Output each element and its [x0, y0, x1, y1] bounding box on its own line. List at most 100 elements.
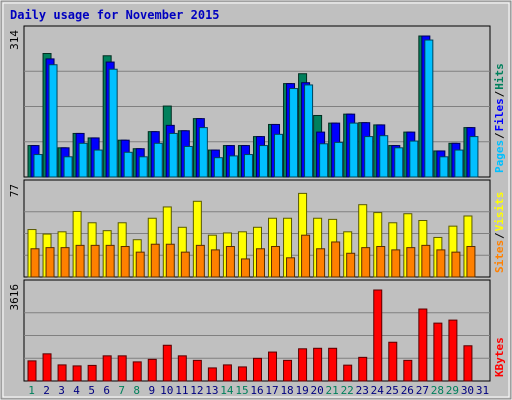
bar-pages-day-26 — [409, 140, 419, 178]
x-tick-label: 9 — [148, 384, 155, 397]
x-axis-labels: 1 2 3 4 5 6 7 8 9 10 11 12 13 14 15 16 17 18 19 20 21 22 23 24 2… — [28, 384, 489, 397]
legend-entry: Files — [493, 98, 506, 131]
legend-entry: / — [493, 132, 506, 139]
legend-entry: / — [493, 90, 506, 97]
x-tick-label: 29 — [446, 384, 459, 397]
bar-pages-day-14 — [228, 155, 238, 178]
bar-kbytes-day-4 — [72, 365, 82, 382]
bar-sites-day-10 — [165, 243, 175, 278]
bar-kbytes-day-29 — [448, 319, 458, 382]
bar-sites-day-1 — [30, 248, 40, 278]
chart-panels: 314Pages/Files/Hits77Sites/Visits3616KBy… — [8, 25, 506, 382]
bar-sites-day-9 — [150, 243, 160, 278]
bar-pages-day-28 — [439, 156, 449, 178]
bar-sites-day-12 — [195, 244, 205, 278]
bar-sites-day-8 — [135, 251, 145, 278]
bar-kbytes-day-14 — [222, 364, 232, 382]
y-max-label: 77 — [8, 184, 21, 197]
bar-kbytes-day-26 — [403, 359, 413, 382]
bar-sites-day-4 — [75, 244, 85, 278]
x-tick-label: 22 — [341, 384, 354, 397]
bar-pages-day-21 — [334, 141, 344, 178]
bar-kbytes-day-22 — [343, 364, 353, 382]
bar-pages-day-1 — [33, 154, 43, 178]
bar-kbytes-day-10 — [162, 344, 172, 382]
x-tick-label: 25 — [386, 384, 399, 397]
bar-kbytes-day-28 — [433, 322, 443, 382]
bar-sites-day-24 — [376, 245, 386, 278]
bar-pages-day-5 — [93, 149, 103, 178]
x-tick-label: 13 — [205, 384, 218, 397]
x-tick-label: 19 — [295, 384, 308, 397]
bar-kbytes-day-16 — [252, 357, 262, 382]
bar-pages-day-8 — [138, 156, 148, 178]
bar-kbytes-day-12 — [192, 359, 202, 382]
x-tick-label: 1 — [28, 384, 35, 397]
legend-entry: KBytes — [493, 337, 506, 377]
x-tick-label: 12 — [190, 384, 203, 397]
bar-pages-day-9 — [153, 142, 163, 178]
bar-kbytes-day-27 — [418, 308, 428, 382]
bar-kbytes-day-13 — [207, 367, 217, 382]
bar-pages-day-18 — [289, 88, 299, 178]
bar-pages-day-24 — [379, 135, 389, 178]
bar-sites-day-25 — [391, 249, 401, 278]
bar-kbytes-day-8 — [132, 361, 142, 382]
bar-pages-day-15 — [243, 154, 253, 178]
bar-sites-day-13 — [210, 249, 220, 278]
x-tick-label: 18 — [280, 384, 293, 397]
bar-kbytes-day-7 — [117, 355, 127, 382]
x-tick-label: 16 — [250, 384, 263, 397]
x-tick-label: 26 — [401, 384, 414, 397]
bar-kbytes-day-3 — [57, 364, 67, 382]
bar-sites-day-29 — [451, 251, 461, 278]
bar-pages-day-7 — [123, 151, 133, 178]
legend-hits-files-pages: Pages/Files/Hits — [493, 63, 506, 173]
bar-kbytes-day-2 — [42, 353, 52, 382]
bar-sites-day-26 — [406, 247, 416, 278]
bar-pages-day-3 — [63, 156, 73, 178]
bar-sites-day-3 — [60, 247, 70, 278]
bar-pages-day-10 — [168, 132, 178, 178]
bar-pages-day-25 — [394, 147, 404, 178]
bar-pages-day-13 — [213, 157, 223, 178]
x-tick-label: 23 — [356, 384, 369, 397]
bar-sites-day-15 — [240, 258, 250, 278]
x-tick-label: 8 — [133, 384, 140, 397]
bar-kbytes-day-18 — [283, 359, 293, 382]
bar-pages-day-4 — [78, 142, 88, 178]
bar-kbytes-day-23 — [358, 356, 368, 382]
legend-entry: Sites — [493, 240, 506, 273]
bar-kbytes-day-6 — [102, 355, 112, 382]
bar-kbytes-day-9 — [147, 358, 157, 382]
bar-sites-day-14 — [225, 245, 235, 278]
x-tick-label: 10 — [160, 384, 173, 397]
x-tick-label: 11 — [175, 384, 188, 397]
panel-kbytes: 3616 KBytes — [8, 279, 506, 382]
x-tick-label: 30 — [461, 384, 474, 397]
bar-pages-day-2 — [48, 64, 58, 178]
bar-kbytes-day-24 — [373, 289, 383, 382]
bar-pages-day-6 — [108, 68, 118, 178]
x-tick-label: 15 — [235, 384, 248, 397]
bar-pages-day-30 — [469, 136, 479, 178]
bar-sites-day-6 — [105, 244, 115, 278]
legend-entry: / — [493, 232, 506, 239]
bar-kbytes-day-11 — [177, 355, 187, 382]
bar-pages-day-23 — [364, 136, 374, 178]
bar-pages-day-17 — [274, 133, 284, 178]
bar-sites-day-5 — [90, 244, 100, 278]
bar-sites-day-19 — [301, 234, 311, 278]
chart-title: Daily usage for November 2015 — [10, 8, 220, 22]
legend-entry: Hits — [493, 63, 506, 90]
bar-sites-day-21 — [331, 241, 341, 278]
x-tick-label: 27 — [416, 384, 429, 397]
bar-pages-day-16 — [258, 145, 268, 178]
bar-kbytes-day-21 — [328, 347, 338, 382]
bar-kbytes-day-1 — [27, 360, 37, 382]
x-tick-label: 5 — [88, 384, 95, 397]
x-tick-label: 14 — [220, 384, 234, 397]
bar-kbytes-day-15 — [237, 366, 247, 382]
